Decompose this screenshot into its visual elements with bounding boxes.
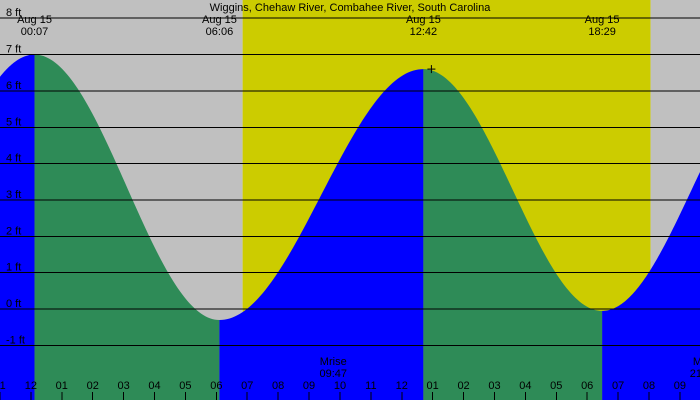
hour-tick-label: 02	[87, 380, 99, 392]
hour-tick-label: 06	[581, 380, 593, 392]
falling-tide-area	[423, 69, 603, 400]
hour-tick-label: 01	[427, 380, 439, 392]
hour-tick-label: 12	[396, 380, 408, 392]
tide-event-time: 12:42	[410, 26, 438, 38]
x-axis-ticks: 11 12 01 02 03 04 05 06 07 08 09 10 11 12 01 02 03 04 05 06…	[0, 380, 686, 400]
tide-event-date: Aug 15	[202, 14, 237, 26]
tide-event-time: 00:07	[21, 26, 49, 38]
hour-tick-label: 11	[365, 380, 376, 392]
y-axis-labels: 8 ft 7 ft 6 ft 5 ft 4 ft 3 ft 2 ft 1 ft 0 ft -1 f…	[6, 7, 25, 346]
hour-tick-label: 03	[117, 380, 129, 392]
hour-tick-label: 07	[241, 380, 253, 392]
hour-tick-label: 06	[210, 380, 222, 392]
y-tick-label: 7 ft	[6, 44, 21, 56]
falling-tide-area	[34, 54, 220, 400]
tide-area	[0, 54, 700, 400]
y-tick-label: 0 ft	[6, 298, 21, 310]
hour-tick-label: 09	[674, 380, 686, 392]
hour-tick-label: 05	[550, 380, 562, 392]
moon-event-label: M	[693, 356, 700, 368]
y-tick-label: 3 ft	[6, 189, 21, 201]
y-tick-label: 5 ft	[6, 116, 21, 128]
hour-tick-label: 01	[56, 380, 68, 392]
hour-tick-label: 11	[0, 380, 6, 392]
rising-tide-area	[602, 171, 700, 400]
tide-event-date: Aug 15	[585, 14, 620, 26]
chart-title: Wiggins, Chehaw River, Combahee River, S…	[210, 2, 492, 14]
hour-tick-label: 08	[643, 380, 655, 392]
tide-event-date: Aug 15	[17, 14, 52, 26]
hour-tick-label: 03	[488, 380, 500, 392]
hour-tick-label: 07	[612, 380, 624, 392]
hour-tick-label: 04	[519, 380, 531, 392]
hour-tick-label: 09	[303, 380, 315, 392]
hour-tick-label: 05	[179, 380, 191, 392]
hour-tick-label: 08	[272, 380, 284, 392]
rising-tide-area	[219, 69, 424, 400]
y-tick-label: 6 ft	[6, 80, 21, 92]
y-tick-label: 2 ft	[6, 225, 21, 237]
hour-tick-label: 10	[334, 380, 346, 392]
tide-event-time: 06:06	[206, 26, 234, 38]
moon-event-time: 21	[690, 368, 700, 380]
y-tick-label: 8 ft	[6, 7, 21, 19]
tide-event-date: Aug 15	[406, 14, 441, 26]
grid-lines	[0, 17, 700, 346]
rising-tide-area	[0, 54, 35, 400]
y-tick-label: -1 ft	[6, 334, 25, 346]
y-tick-label: 1 ft	[6, 262, 21, 274]
tide-event-time: 18:29	[588, 26, 616, 38]
hour-tick-label: 02	[457, 380, 469, 392]
moon-event-time: 09:47	[319, 368, 347, 380]
hour-tick-label: 04	[148, 380, 160, 392]
hour-tick-label: 12	[25, 380, 37, 392]
y-tick-label: 4 ft	[6, 153, 21, 165]
moon-event-label: Mrise	[320, 356, 347, 368]
